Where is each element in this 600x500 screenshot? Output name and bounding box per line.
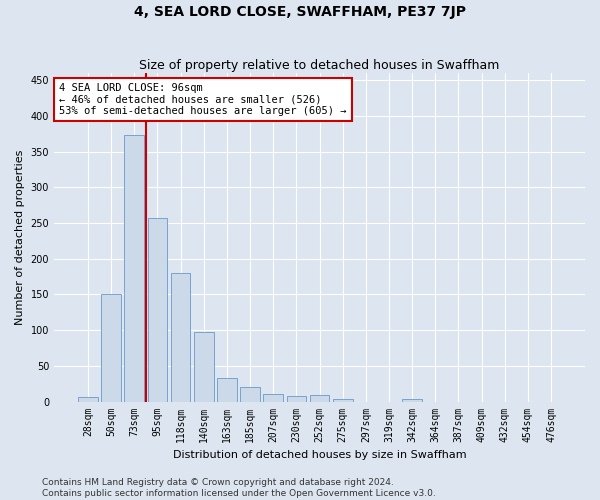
Text: 4 SEA LORD CLOSE: 96sqm
← 46% of detached houses are smaller (526)
53% of semi-d: 4 SEA LORD CLOSE: 96sqm ← 46% of detache… [59, 83, 347, 116]
Bar [124, 136, 144, 402]
Y-axis label: Number of detached properties: Number of detached properties [15, 150, 25, 325]
Bar [287, 396, 306, 402]
Bar [402, 398, 422, 402]
Bar [101, 294, 121, 402]
X-axis label: Distribution of detached houses by size in Swaffham: Distribution of detached houses by size … [173, 450, 466, 460]
Title: Size of property relative to detached houses in Swaffham: Size of property relative to detached ho… [139, 59, 500, 72]
Bar [310, 395, 329, 402]
Bar [333, 398, 353, 402]
Bar [263, 394, 283, 402]
Bar [171, 273, 190, 402]
Bar [78, 396, 98, 402]
Bar [217, 378, 237, 402]
Bar [148, 218, 167, 402]
Text: 4, SEA LORD CLOSE, SWAFFHAM, PE37 7JP: 4, SEA LORD CLOSE, SWAFFHAM, PE37 7JP [134, 5, 466, 19]
Bar [194, 332, 214, 402]
Bar [240, 388, 260, 402]
Text: Contains HM Land Registry data © Crown copyright and database right 2024.
Contai: Contains HM Land Registry data © Crown c… [42, 478, 436, 498]
